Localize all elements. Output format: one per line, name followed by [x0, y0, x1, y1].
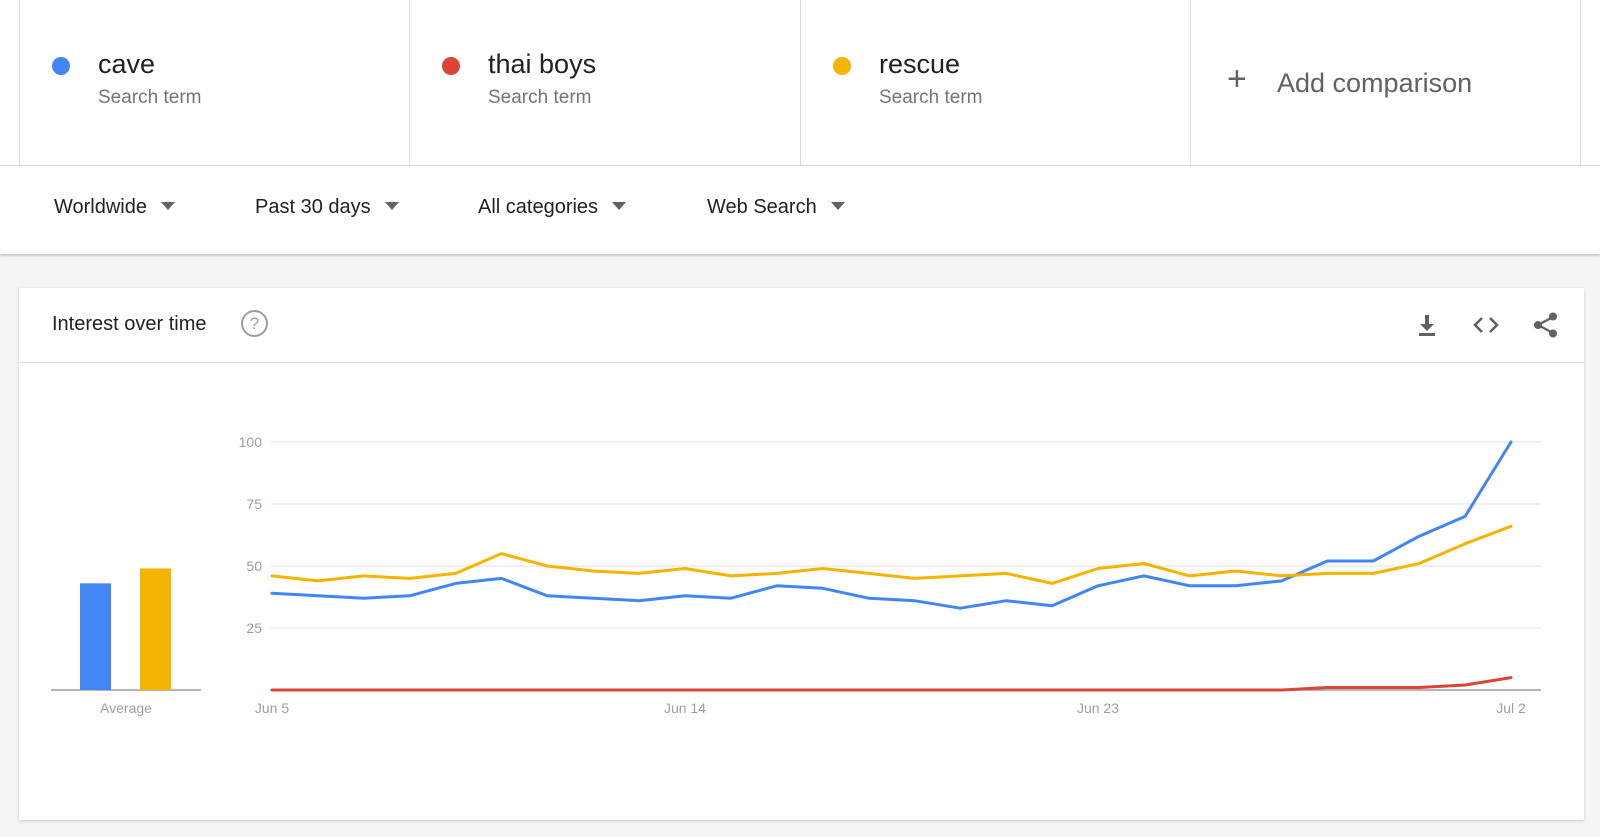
interest-over-time-card: Interest over time ? 25 50 75 100 Jun 5 Jun 1… — [19, 288, 1584, 820]
filter-label: All categories — [478, 196, 599, 218]
average-label: Average — [100, 700, 152, 716]
x-tick-label: Jul 2 — [1496, 700, 1526, 716]
add-comparison-label: Add comparison — [1277, 68, 1473, 98]
y-tick-label: 100 — [239, 434, 263, 450]
term-card-rescue[interactable]: rescue Search term — [800, 0, 1190, 166]
dropdown-caret-icon — [384, 201, 399, 210]
card-header: Interest over time ? — [19, 288, 1584, 363]
dropdown-caret-icon — [830, 201, 845, 210]
filter-label: Worldwide — [54, 196, 147, 218]
download-icon[interactable] — [1412, 310, 1442, 340]
category-filter[interactable]: All categories — [478, 196, 627, 219]
term-name[interactable]: cave — [98, 49, 156, 79]
card-title: Interest over time — [52, 313, 207, 335]
term-type: Search term — [879, 87, 983, 108]
time-range-filter[interactable]: Past 30 days — [255, 196, 399, 219]
search-type-filter[interactable]: Web Search — [707, 196, 845, 219]
plus-icon: + — [1227, 60, 1247, 98]
term-name[interactable]: thai boys — [488, 49, 597, 79]
series-color-dot — [442, 57, 460, 75]
filter-label: Web Search — [707, 196, 817, 218]
filter-label: Past 30 days — [255, 196, 371, 218]
y-tick-label: 50 — [246, 558, 262, 574]
y-tick-label: 75 — [246, 496, 262, 512]
series-line-cave — [270, 440, 1513, 610]
embed-icon[interactable] — [1471, 310, 1501, 340]
dropdown-caret-icon — [161, 201, 175, 210]
search-terms-bar: cave Search term thai boys Search term r… — [0, 0, 1600, 166]
filters-bar: Worldwide Past 30 days All categories We… — [0, 166, 1600, 254]
x-tick-label: Jun 5 — [255, 700, 289, 716]
share-icon[interactable] — [1531, 310, 1561, 340]
average-bar-cave — [80, 583, 111, 690]
term-type: Search term — [488, 87, 592, 108]
x-tick-label: Jun 23 — [1077, 700, 1119, 716]
series-line-rescue — [270, 524, 1513, 585]
add-comparison-button[interactable]: + Add comparison — [1190, 0, 1581, 166]
series-color-dot — [833, 57, 851, 75]
dropdown-caret-icon — [612, 201, 627, 210]
term-card-thai-boys[interactable]: thai boys Search term — [409, 0, 800, 166]
term-type: Search term — [98, 87, 202, 108]
average-bar-rescue — [140, 568, 171, 690]
help-icon[interactable]: ? — [241, 310, 268, 337]
region-filter[interactable]: Worldwide — [54, 196, 175, 219]
term-name[interactable]: rescue — [879, 49, 961, 79]
interest-over-time-chart: 25 50 75 100 Jun 5 Jun 14 Jun 23 Jul 2 Average — [51, 434, 1541, 716]
term-card-cave[interactable]: cave Search term — [19, 0, 409, 166]
x-tick-label: Jun 14 — [664, 700, 706, 716]
series-line-thai-boys — [270, 676, 1513, 692]
series-color-dot — [52, 57, 70, 75]
y-tick-label: 25 — [246, 620, 262, 636]
